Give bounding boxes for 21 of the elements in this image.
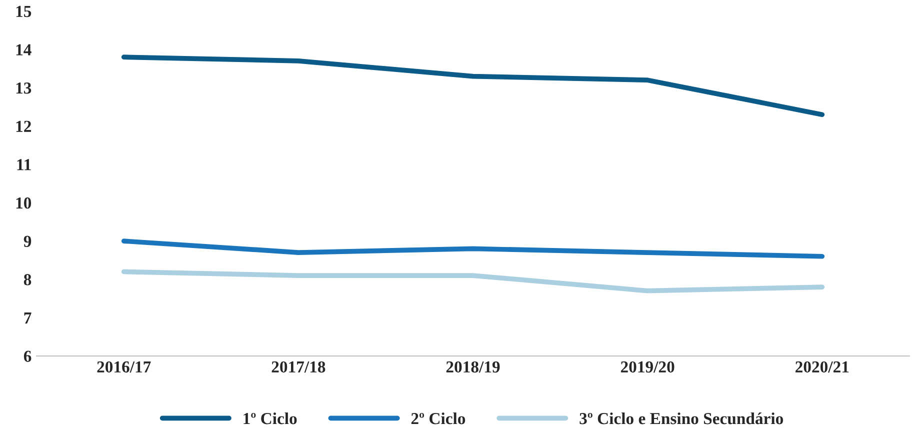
legend-label: 1º Ciclo bbox=[244, 412, 297, 424]
x-tick-label: 2017/18 bbox=[272, 361, 326, 373]
y-tick-label: 12 bbox=[16, 120, 31, 132]
y-tick-label: 7 bbox=[24, 312, 32, 324]
y-tick-label: 8 bbox=[24, 274, 32, 286]
y-tick-label: 11 bbox=[17, 159, 31, 170]
line-series bbox=[121, 238, 825, 259]
line-series bbox=[121, 269, 825, 294]
legend-label: 2º Ciclo bbox=[411, 412, 466, 424]
y-tick-label: 13 bbox=[16, 82, 32, 94]
legend-label: 3º Ciclo e Ensino Secundário bbox=[580, 412, 784, 424]
x-tick-label: 2018/19 bbox=[446, 361, 500, 373]
y-tick-label: 14 bbox=[16, 44, 32, 56]
x-tick-label: 2016/17 bbox=[97, 361, 151, 373]
y-tick-label: 9 bbox=[24, 236, 32, 247]
x-tick-label: 2019/20 bbox=[620, 361, 674, 373]
line-series bbox=[121, 54, 825, 118]
y-tick-label: 10 bbox=[16, 197, 32, 209]
x-tick-label: 2020/21 bbox=[796, 361, 849, 373]
y-tick-label: 6 bbox=[24, 350, 32, 362]
y-tick-label: 15 bbox=[16, 6, 32, 18]
